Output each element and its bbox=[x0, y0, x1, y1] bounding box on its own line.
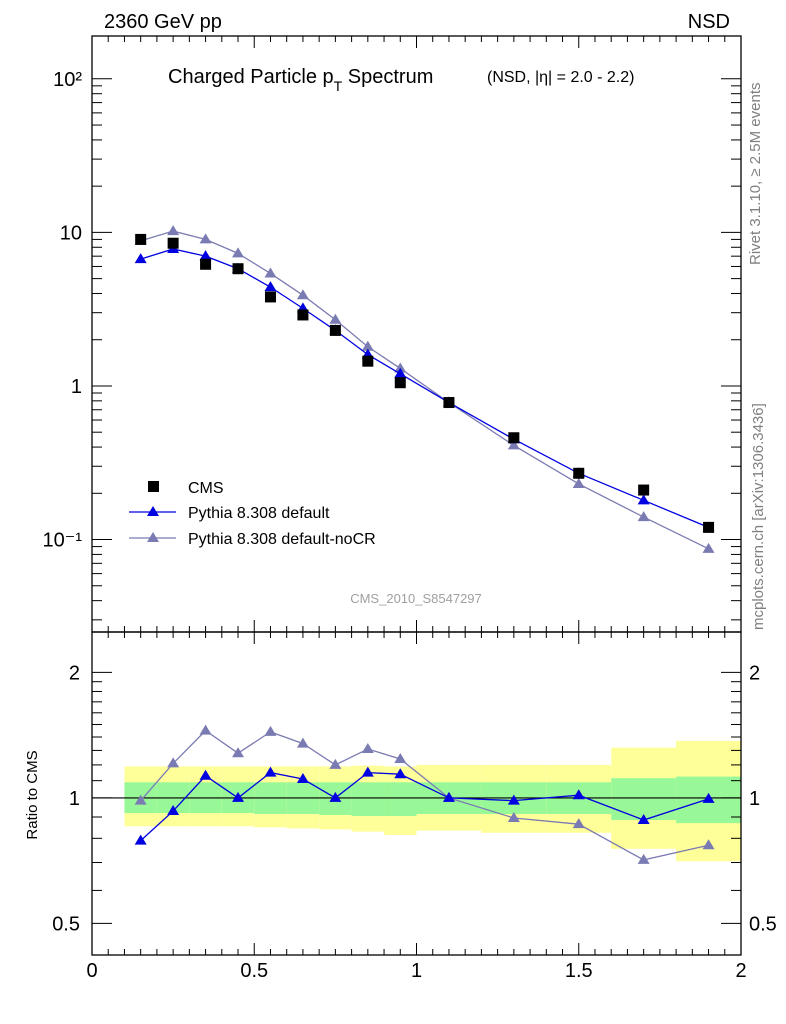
series-line-nocr bbox=[140, 230, 709, 550]
y-tick-label: 10² bbox=[53, 69, 82, 91]
ratio-band-inner bbox=[384, 782, 417, 816]
ratio-point-nocr bbox=[232, 747, 245, 758]
ratio-point-nocr bbox=[329, 758, 342, 769]
ratio-band-inner bbox=[611, 778, 677, 821]
point-cms bbox=[394, 377, 406, 389]
point-cms bbox=[638, 484, 650, 496]
point-cms bbox=[443, 397, 455, 409]
point-cms bbox=[135, 233, 147, 245]
x-tick-label: 0 bbox=[86, 960, 97, 982]
ratio-y-tick-label-right: 0.5 bbox=[749, 913, 777, 935]
title-main-a: Charged Particle p bbox=[168, 66, 334, 88]
ratio-y-tick-label-right: 1 bbox=[749, 788, 760, 810]
legend-marker-default bbox=[147, 506, 159, 516]
x-tick-label: 2 bbox=[735, 960, 746, 982]
legend-marker-cms bbox=[148, 481, 159, 492]
point-nocr bbox=[361, 340, 374, 351]
ratio-y-tick-label: 1 bbox=[69, 788, 80, 810]
point-nocr bbox=[264, 267, 277, 278]
header-right: NSD bbox=[688, 11, 730, 33]
ratio-point-nocr bbox=[572, 818, 585, 829]
x-tick-label: 1.5 bbox=[565, 960, 593, 982]
legend-label-default: Pythia 8.308 default bbox=[188, 505, 330, 522]
ratio-point-default bbox=[394, 768, 407, 779]
ratio-point-nocr bbox=[134, 794, 147, 805]
ratio-ylabel: Ratio to CMS bbox=[24, 750, 41, 839]
ratio-point-nocr bbox=[264, 725, 277, 736]
point-nocr bbox=[167, 225, 180, 236]
ratio-point-nocr bbox=[199, 724, 212, 735]
ratio-point-default bbox=[199, 769, 212, 780]
analysis-id: CMS_2010_S8547297 bbox=[350, 591, 482, 606]
ratio-point-default bbox=[134, 834, 147, 845]
ratio-y-tick-label: 2 bbox=[69, 662, 80, 684]
mcplots-label: mcplots.cern.ch [arXiv:1306.3436] bbox=[750, 403, 767, 630]
ratio-y-tick-label-right: 2 bbox=[749, 662, 760, 684]
header-left: 2360 GeV pp bbox=[104, 11, 222, 33]
ratio-point-default bbox=[232, 791, 245, 802]
point-nocr bbox=[199, 233, 212, 244]
point-cms bbox=[297, 309, 309, 321]
ratio-y-tick-label: 0.5 bbox=[52, 913, 80, 935]
point-default bbox=[394, 367, 407, 378]
point-nocr bbox=[296, 289, 309, 300]
ratio-point-nocr bbox=[702, 839, 715, 850]
point-nocr bbox=[232, 247, 245, 258]
title-main-b: Spectrum bbox=[342, 66, 433, 88]
ratio-point-default bbox=[507, 794, 520, 805]
point-nocr bbox=[637, 511, 650, 522]
ratio-point-nocr bbox=[394, 752, 407, 763]
x-tick-label: 0.5 bbox=[240, 960, 268, 982]
ratio-point-default bbox=[572, 789, 585, 800]
ratio-point-nocr bbox=[167, 757, 180, 768]
point-cms bbox=[200, 258, 212, 270]
point-default bbox=[134, 253, 147, 264]
ratio-point-default bbox=[329, 791, 342, 802]
point-cms bbox=[167, 237, 179, 249]
legend: CMS Pythia 8.308 default Pythia 8.308 de… bbox=[129, 480, 376, 548]
point-default bbox=[264, 281, 277, 292]
plot-layer: 0 0.5 1 1.5 2 10⁻¹ 1 10 10² 0.5 0.5 1 1 2 2 bbox=[43, 35, 777, 982]
x-tick-label: 1 bbox=[411, 960, 422, 982]
y-tick-label: 10⁻¹ bbox=[43, 530, 83, 552]
legend-marker-nocr bbox=[147, 532, 159, 542]
ratio-point-default bbox=[702, 792, 715, 803]
point-cms bbox=[362, 355, 374, 367]
point-cms bbox=[508, 432, 520, 444]
ratio-point-default bbox=[296, 773, 309, 784]
ratio-point-nocr bbox=[361, 743, 374, 754]
ratio-point-default bbox=[637, 814, 650, 825]
ratio-point-default bbox=[167, 805, 180, 816]
ratio-point-nocr bbox=[637, 853, 650, 864]
y-tick-label: 1 bbox=[71, 376, 82, 398]
point-cms bbox=[264, 291, 276, 303]
ratio-point-nocr bbox=[507, 812, 520, 823]
ratio-point-default bbox=[264, 766, 277, 777]
point-default bbox=[199, 250, 212, 261]
point-nocr bbox=[507, 439, 520, 450]
title-selection: (NSD, |η| = 2.0 - 2.2) bbox=[487, 69, 634, 86]
point-nocr bbox=[394, 362, 407, 373]
point-default bbox=[637, 494, 650, 505]
legend-label-cms: CMS bbox=[188, 480, 224, 497]
ratio-point-default bbox=[442, 791, 455, 802]
series-line-default bbox=[140, 248, 709, 528]
point-nocr bbox=[329, 313, 342, 324]
ratio-band-inner bbox=[351, 782, 385, 816]
point-cms bbox=[573, 467, 585, 479]
chart-title: Charged Particle pT Spectrum bbox=[168, 66, 433, 94]
legend-label-nocr: Pythia 8.308 default-noCR bbox=[188, 531, 376, 548]
point-nocr bbox=[702, 542, 715, 553]
ratio-point-default bbox=[361, 766, 374, 777]
point-cms bbox=[703, 521, 715, 533]
point-cms bbox=[329, 324, 341, 336]
ratio-point-nocr bbox=[296, 737, 309, 748]
point-nocr bbox=[572, 477, 585, 488]
point-cms bbox=[232, 263, 244, 275]
title-subscript: T bbox=[334, 78, 343, 94]
y-tick-label: 10 bbox=[60, 222, 82, 244]
rivet-label: Rivet 3.1.10, ≥ 2.5M events bbox=[747, 83, 764, 266]
